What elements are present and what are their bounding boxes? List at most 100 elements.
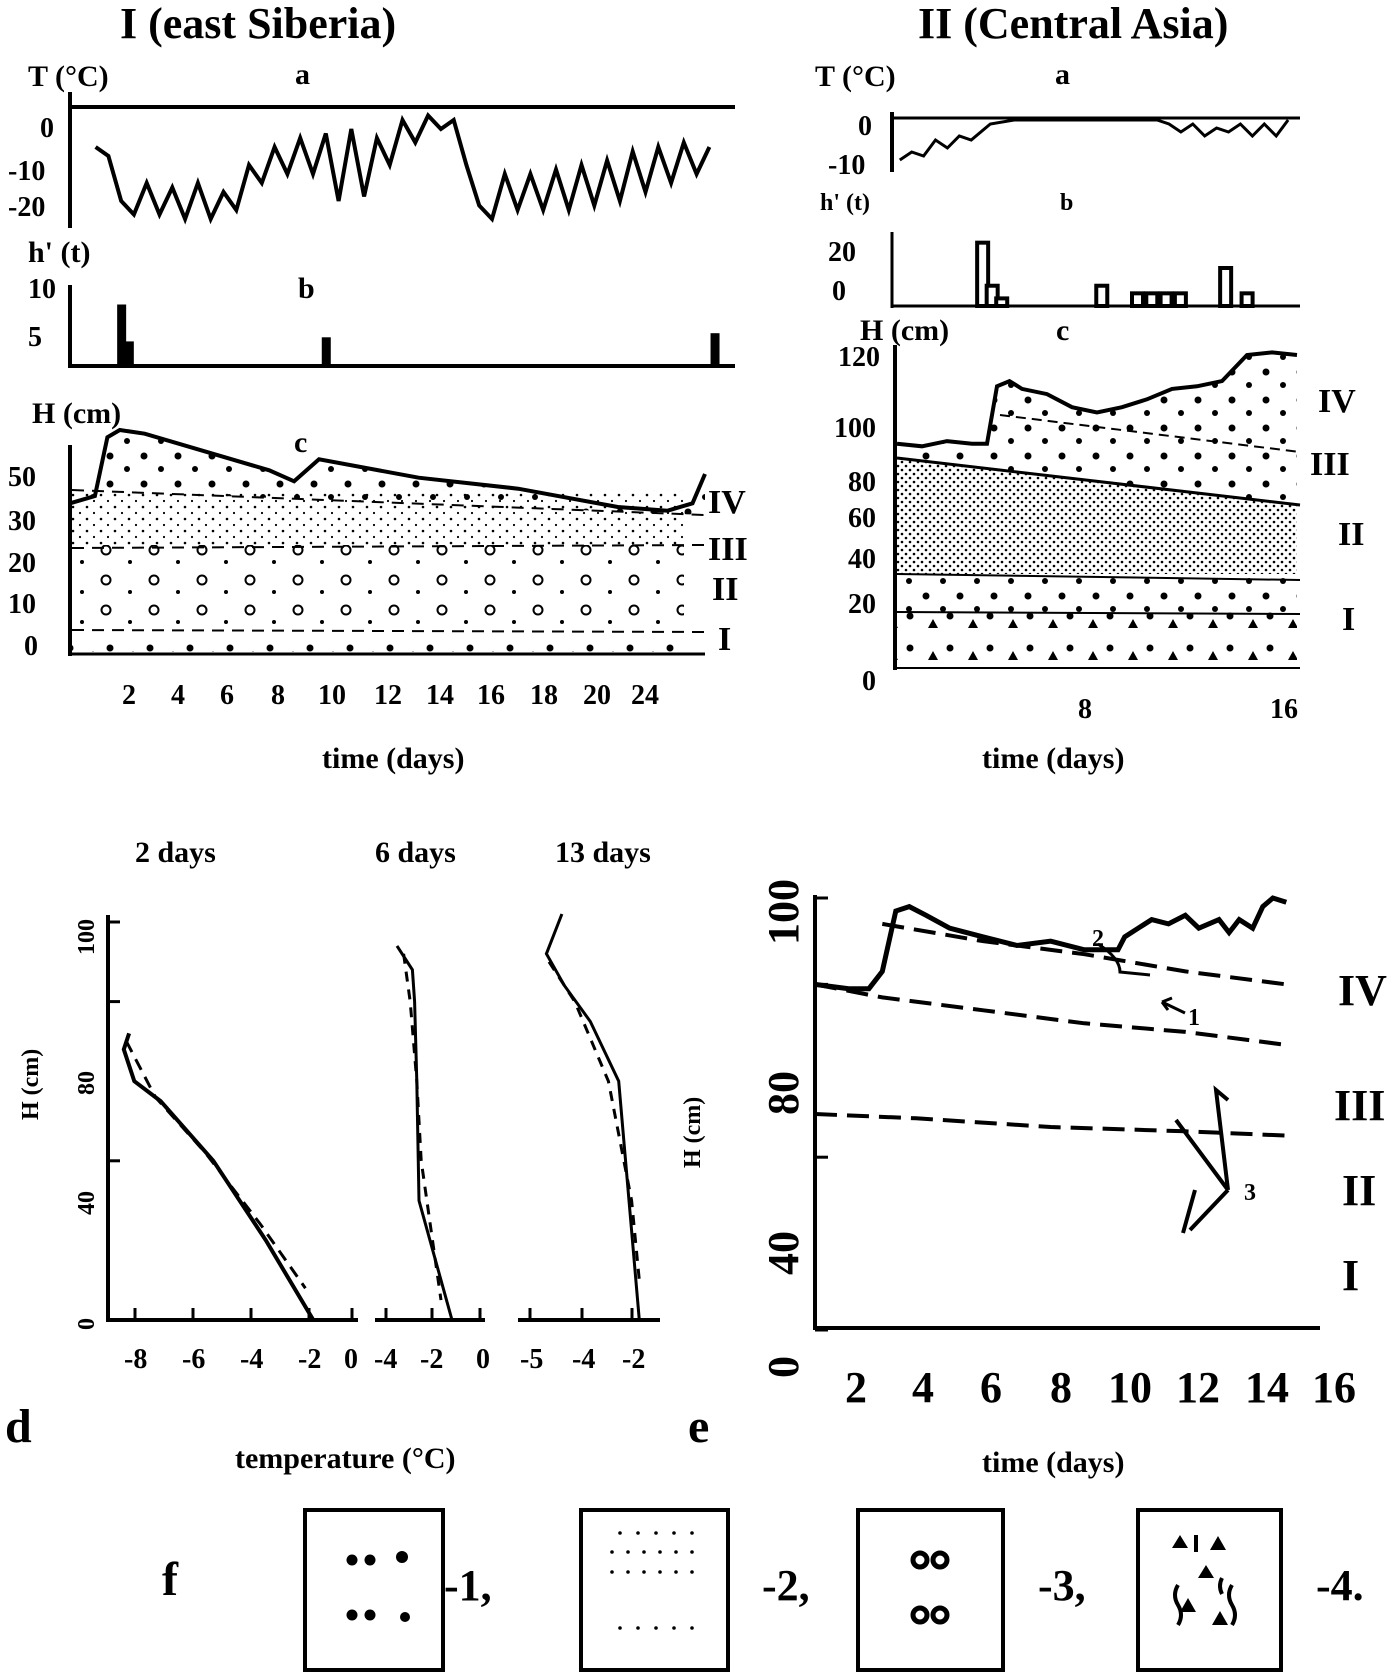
- legend-item-stars: -1,: [303, 1508, 492, 1672]
- legend-item-rings: -3,: [856, 1508, 1086, 1672]
- chart-I-c: H (cm) c 50 30 20 10 0 IV III II I 2 4 6…: [8, 397, 748, 775]
- e-xtick: 4: [912, 1363, 934, 1412]
- II-a-temperature-line: [898, 118, 1290, 162]
- I-c-xtick: 14: [426, 680, 454, 711]
- II-c-snow-surface: [896, 350, 1298, 449]
- I-c-layer-II: [72, 545, 684, 630]
- I-c-xtick: 6: [220, 680, 234, 711]
- I-a-ytick: 0: [40, 113, 54, 144]
- e-arrow-1: [1160, 996, 1186, 1015]
- d-xtick: 0: [344, 1344, 358, 1375]
- I-a-ytick: -10: [8, 156, 45, 187]
- e-layer-label-IV: IV: [1338, 966, 1387, 1015]
- legend-swatch-dots: [579, 1508, 730, 1672]
- I-c-xlabel: time (days): [322, 742, 464, 775]
- II-b-ytick: 0: [832, 276, 846, 307]
- d-title-2days: 2 days: [135, 836, 216, 869]
- II-b-bar: [1218, 266, 1234, 308]
- depth-hoar-symbol-icon: [1172, 1535, 1237, 1627]
- I-c-panel-label: c: [294, 426, 307, 459]
- I-c-xtick: 10: [318, 680, 346, 711]
- e-xtick: 2: [845, 1363, 867, 1412]
- I-c-snow-surface: [69, 427, 707, 513]
- II-c-panel-label: c: [1056, 314, 1069, 347]
- II-c-ytick: 20: [848, 589, 876, 620]
- f-panel-letter: f: [162, 1553, 179, 1606]
- II-b-ytick: 20: [828, 237, 856, 268]
- chart-I-a: T (°C) a 0 -10 -20: [8, 58, 735, 228]
- e-arrow-label-2: 2: [1092, 926, 1104, 952]
- d-xtick: -6: [182, 1344, 205, 1375]
- I-c-ytick: 0: [24, 631, 38, 662]
- II-c-layer-label-IV: IV: [1318, 383, 1356, 420]
- II-b-panel-label: b: [1060, 190, 1073, 216]
- e-ytick: 100: [759, 879, 808, 945]
- legend-item-hoar: -4.: [1136, 1508, 1364, 1672]
- II-b-bar: [1144, 291, 1160, 309]
- d-title-6days: 6 days: [375, 836, 456, 869]
- II-c-xtick: 8: [1078, 694, 1092, 725]
- I-c-layer-label-IV: IV: [708, 484, 746, 521]
- II-a-ylabel: T (°C): [815, 60, 896, 93]
- II-c-layer-label-I: I: [1342, 601, 1355, 638]
- I-b-ylabel: h' (t): [28, 236, 91, 269]
- d-ytick: 80: [74, 1071, 100, 1095]
- I-a-panel-label: a: [295, 58, 310, 91]
- I-b-ytick: 10: [28, 274, 56, 305]
- d-ytick: 100: [74, 919, 100, 955]
- I-b-panel-label: b: [298, 272, 315, 305]
- II-c-ytick: 0: [862, 666, 876, 697]
- d-ytick: 40: [74, 1191, 100, 1215]
- II-b-bar: [1130, 291, 1145, 309]
- II-c-layer-label-III: III: [1310, 446, 1350, 483]
- d-xtick: 0: [476, 1344, 490, 1375]
- I-b-bar: [117, 304, 127, 366]
- I-b-ytick: 5: [28, 322, 42, 353]
- II-c-layer-label-II: II: [1338, 516, 1364, 553]
- I-c-boundary-III-II: [71, 544, 706, 549]
- I-c-ytick: 10: [8, 589, 36, 620]
- d-2days-measured-profile: [121, 1032, 316, 1322]
- legend-label-hoar: -4.: [1316, 1561, 1364, 1610]
- e-xlabel: time (days): [982, 1446, 1124, 1479]
- II-c-ytick: 100: [834, 413, 876, 444]
- legend-swatch-rings: [856, 1508, 1005, 1672]
- I-c-xtick: 8: [271, 680, 285, 711]
- d-panel-letter: d: [5, 1400, 32, 1453]
- e-xtick: 16: [1312, 1363, 1356, 1412]
- e-xtick: 10: [1108, 1363, 1152, 1412]
- II-c-layer-III: [897, 458, 1297, 574]
- II-a-ytick: -10: [828, 150, 865, 181]
- e-ytick: 0: [759, 1356, 808, 1378]
- II-c-xtick: 16: [1270, 694, 1298, 725]
- d-13days-modeled-profile: [547, 960, 641, 1281]
- e-ytick: 40: [759, 1231, 808, 1275]
- II-b-bar: [984, 283, 1000, 309]
- I-c-ylabel: H (cm): [32, 397, 121, 430]
- II-a-ytick: 0: [858, 111, 872, 142]
- II-b-bar: [1094, 283, 1110, 309]
- II-c-boundary-III-II: [896, 456, 1301, 507]
- d-6days-measured-profile: [395, 945, 454, 1321]
- d-13days-measured-profile: [544, 913, 641, 1321]
- II-c-boundary-IV-III: [999, 414, 1301, 453]
- II-c-ytick: 40: [848, 544, 876, 575]
- title-central-asia: II (Central Asia): [918, 0, 1228, 48]
- e-arrow-label-3: 3: [1244, 1180, 1256, 1206]
- legend-label-dots: -2,: [762, 1561, 810, 1610]
- II-b-ylabel: h' (t): [820, 190, 870, 216]
- d-2days-modeled-profile: [125, 1040, 307, 1290]
- d-ytick: 0: [74, 1318, 100, 1330]
- d-xtick: -2: [298, 1344, 321, 1375]
- e-layer-label-II: II: [1342, 1166, 1376, 1215]
- legend-swatch-hoar: [1136, 1508, 1283, 1672]
- II-c-ytick: 120: [838, 342, 880, 373]
- legend-label-rings: -3,: [1038, 1561, 1086, 1610]
- II-c-boundary-I-base: [896, 611, 1301, 615]
- stars-symbol-icon: [346, 1551, 410, 1622]
- legend-swatch-stars: [303, 1508, 445, 1672]
- e-ytick: 80: [759, 1071, 808, 1115]
- chart-II-b: h' (t) b 20 0: [820, 190, 1300, 309]
- I-c-xtick: 18: [530, 680, 558, 711]
